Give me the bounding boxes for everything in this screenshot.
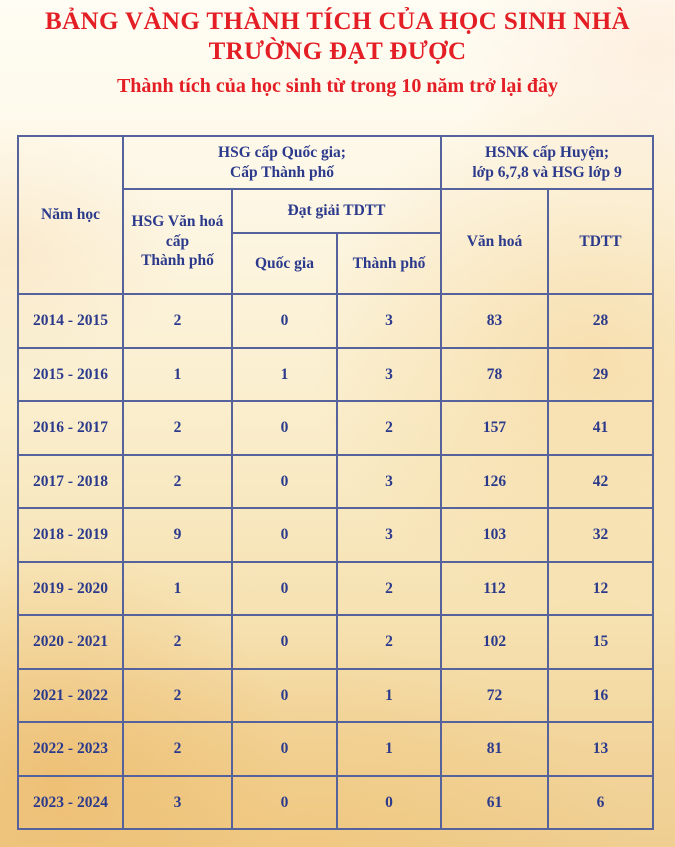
table-row: 2019 - 2020 1 0 2 112 12 — [17, 560, 655, 616]
value-cell: 0 — [231, 400, 338, 456]
value-cell: 112 — [440, 560, 549, 616]
column-header-school-year: Năm học — [17, 135, 124, 295]
value-cell: 3 — [336, 453, 442, 509]
value-cell: 9 — [122, 507, 233, 563]
value-cell: 0 — [231, 721, 338, 777]
value-cell: 157 — [440, 400, 549, 456]
value-cell: 61 — [440, 774, 549, 830]
value-cell: 2 — [336, 614, 442, 670]
table-row: 2015 - 2016 1 1 3 78 29 — [17, 346, 655, 402]
value-cell: 3 — [336, 293, 442, 349]
value-cell: 3 — [122, 774, 233, 830]
value-cell: 28 — [546, 293, 655, 349]
value-cell: 0 — [231, 614, 338, 670]
value-cell: 0 — [231, 667, 338, 723]
column-header-sports: TDTT — [546, 188, 655, 295]
value-cell: 81 — [440, 721, 549, 777]
year-cell: 2023 - 2024 — [17, 774, 124, 830]
table-row: 2017 - 2018 2 0 3 126 42 — [17, 453, 655, 509]
column-group-sports-prizes: Đạt giải TDTT — [231, 188, 442, 234]
column-header-culture: Văn hoá — [440, 188, 549, 295]
value-cell: 102 — [440, 614, 549, 670]
value-cell: 3 — [336, 507, 442, 563]
year-cell: 2015 - 2016 — [17, 346, 124, 402]
column-group-district-hsnk: HSNK cấp Huyện; lớp 6,7,8 và HSG lớp 9 — [439, 135, 655, 190]
year-cell: 2014 - 2015 — [17, 293, 124, 349]
value-cell: 12 — [546, 560, 655, 616]
year-cell: 2021 - 2022 — [17, 667, 124, 723]
table-row: 2023 - 2024 3 0 0 61 6 — [17, 774, 655, 830]
value-cell: 1 — [336, 721, 442, 777]
column-group-national-city-hsg: HSG cấp Quốc gia; Cấp Thành phố — [122, 135, 442, 190]
value-cell: 6 — [546, 774, 655, 830]
value-cell: 1 — [122, 560, 233, 616]
value-cell: 0 — [231, 293, 338, 349]
page-title-line-1: BẢNG VÀNG THÀNH TÍCH CỦA HỌC SINH NHÀ — [44, 8, 631, 35]
value-cell: 0 — [231, 774, 338, 830]
column-header-hsg-culture-city: HSG Văn hoá cấp Thành phố — [122, 188, 233, 295]
column-header-city: Thành phố — [336, 232, 442, 295]
year-cell: 2019 - 2020 — [17, 560, 124, 616]
year-cell: 2020 - 2021 — [17, 614, 124, 670]
value-cell: 42 — [546, 453, 655, 509]
value-cell: 2 — [122, 293, 233, 349]
value-cell: 0 — [231, 560, 338, 616]
page-header: BẢNG VÀNG THÀNH TÍCH CỦA HỌC SINH NHÀ TR… — [0, 0, 675, 99]
value-cell: 3 — [336, 346, 442, 402]
value-cell: 0 — [231, 453, 338, 509]
value-cell: 29 — [546, 346, 655, 402]
value-cell: 126 — [440, 453, 549, 509]
value-cell: 2 — [336, 560, 442, 616]
table-row: 2020 - 2021 2 0 2 102 15 — [17, 614, 655, 670]
table-row: 2021 - 2022 2 0 1 72 16 — [17, 667, 655, 723]
header-row-1: Năm học HSG cấp Quốc gia; Cấp Thành phố … — [17, 135, 655, 295]
value-cell: 0 — [231, 507, 338, 563]
value-cell: 1 — [122, 346, 233, 402]
table-row: 2018 - 2019 9 0 3 103 32 — [17, 507, 655, 563]
value-cell: 2 — [122, 453, 233, 509]
value-cell: 1 — [336, 667, 442, 723]
value-cell: 15 — [546, 614, 655, 670]
table-row: 2022 - 2023 2 0 1 81 13 — [17, 721, 655, 777]
header-row-2: HSG Văn hoá cấp Thành phố Đạt giải TDTT … — [18, 188, 655, 295]
value-cell: 1 — [231, 346, 338, 402]
table-row: 2014 - 2015 2 0 3 83 28 — [17, 293, 655, 349]
header-row-3: Quốc gia Thành phố — [18, 232, 653, 295]
value-cell: 2 — [122, 721, 233, 777]
page-title-line-2: TRƯỜNG ĐẠT ĐƯỢC — [208, 38, 467, 65]
year-cell: 2022 - 2023 — [17, 721, 124, 777]
year-cell: 2017 - 2018 — [17, 453, 124, 509]
value-cell: 16 — [546, 667, 655, 723]
value-cell: 2 — [122, 614, 233, 670]
value-cell: 2 — [122, 400, 233, 456]
value-cell: 83 — [440, 293, 549, 349]
value-cell: 72 — [440, 667, 549, 723]
value-cell: 78 — [440, 346, 549, 402]
column-header-national: Quốc gia — [231, 232, 338, 295]
value-cell: 0 — [336, 774, 442, 830]
year-cell: 2016 - 2017 — [17, 400, 124, 456]
value-cell: 41 — [546, 400, 655, 456]
page-subtitle: Thành tích của học sinh từ trong 10 năm … — [116, 75, 559, 97]
value-cell: 2 — [122, 667, 233, 723]
table-body: 2014 - 2015 2 0 3 83 28 2015 - 2016 1 1 … — [17, 293, 655, 830]
table-row: 2016 - 2017 2 0 2 157 41 — [17, 400, 655, 456]
value-cell: 13 — [546, 721, 655, 777]
value-cell: 103 — [440, 507, 549, 563]
achievement-table-container: Năm học HSG cấp Quốc gia; Cấp Thành phố … — [17, 135, 655, 830]
value-cell: 32 — [546, 507, 655, 563]
value-cell: 2 — [336, 400, 442, 456]
year-cell: 2018 - 2019 — [17, 507, 124, 563]
table-header: Năm học HSG cấp Quốc gia; Cấp Thành phố … — [17, 135, 655, 295]
achievement-table: Năm học HSG cấp Quốc gia; Cấp Thành phố … — [17, 135, 655, 830]
